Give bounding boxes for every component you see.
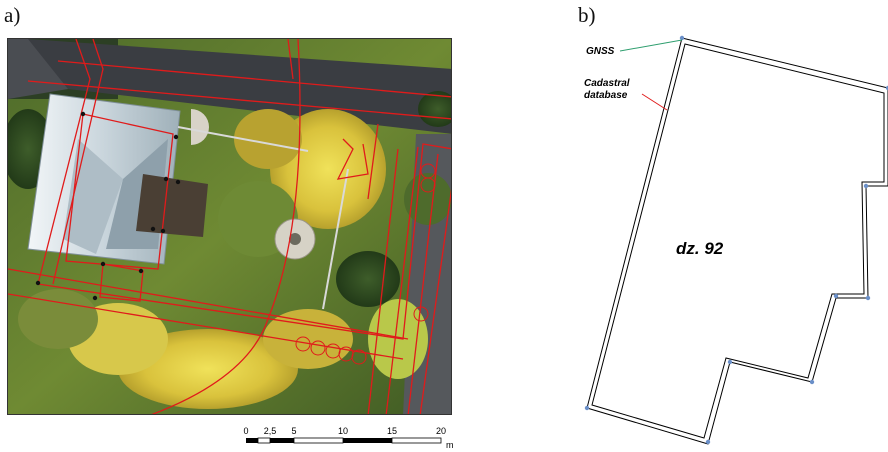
tree — [368, 299, 428, 379]
tree — [234, 109, 302, 169]
scale-tick-label: 20 — [436, 426, 446, 436]
scale-tick-label: 15 — [387, 426, 397, 436]
cadastral-label-line1: Cadastral — [584, 78, 630, 89]
cadastral-boundary — [591, 43, 885, 439]
gnss-vertices — [584, 35, 888, 445]
parcel-number-label: dz. 92 — [676, 239, 724, 258]
parcel-svg: GNSS Cadastral database dz. 92 — [584, 35, 888, 445]
fence — [177, 126, 309, 152]
gnss-label: GNSS — [586, 46, 615, 57]
scale-tick-label: 2,5 — [264, 426, 277, 436]
tree — [18, 289, 98, 349]
tree — [336, 251, 400, 307]
tree-symbols — [295, 163, 436, 365]
scale-tick-label: 5 — [291, 426, 296, 436]
cadastral-lines — [8, 39, 451, 414]
extension-roof — [136, 174, 208, 237]
road-edge — [8, 39, 68, 99]
survey-points — [35, 111, 181, 301]
gnss-boundary — [586, 37, 888, 445]
scale-tick-label: 0 — [243, 426, 248, 436]
patio — [191, 109, 209, 145]
aerial-orthophoto — [7, 38, 452, 415]
cadastral-leader-line — [641, 93, 668, 111]
roof-slope — [63, 139, 123, 254]
parcel-diagram: GNSS Cadastral database dz. 92 — [570, 30, 888, 452]
scale-bar: 0 2,5 5 10 15 20 m — [243, 426, 456, 450]
aerial-map — [8, 39, 451, 414]
panel-a-label: a) — [4, 3, 21, 27]
scale-segments — [246, 437, 442, 444]
scale-tick-label: 10 — [338, 426, 348, 436]
road — [28, 39, 451, 134]
fence — [322, 168, 349, 310]
cadastral-label-line2: database — [584, 90, 628, 101]
flowerbed-center — [289, 233, 301, 245]
panel-b-label: b) — [578, 3, 596, 27]
scale-bar-graphic: 0 2,5 5 10 15 20 m — [243, 426, 454, 450]
gnss-leader-line — [619, 39, 683, 52]
scale-unit: m — [446, 440, 454, 450]
